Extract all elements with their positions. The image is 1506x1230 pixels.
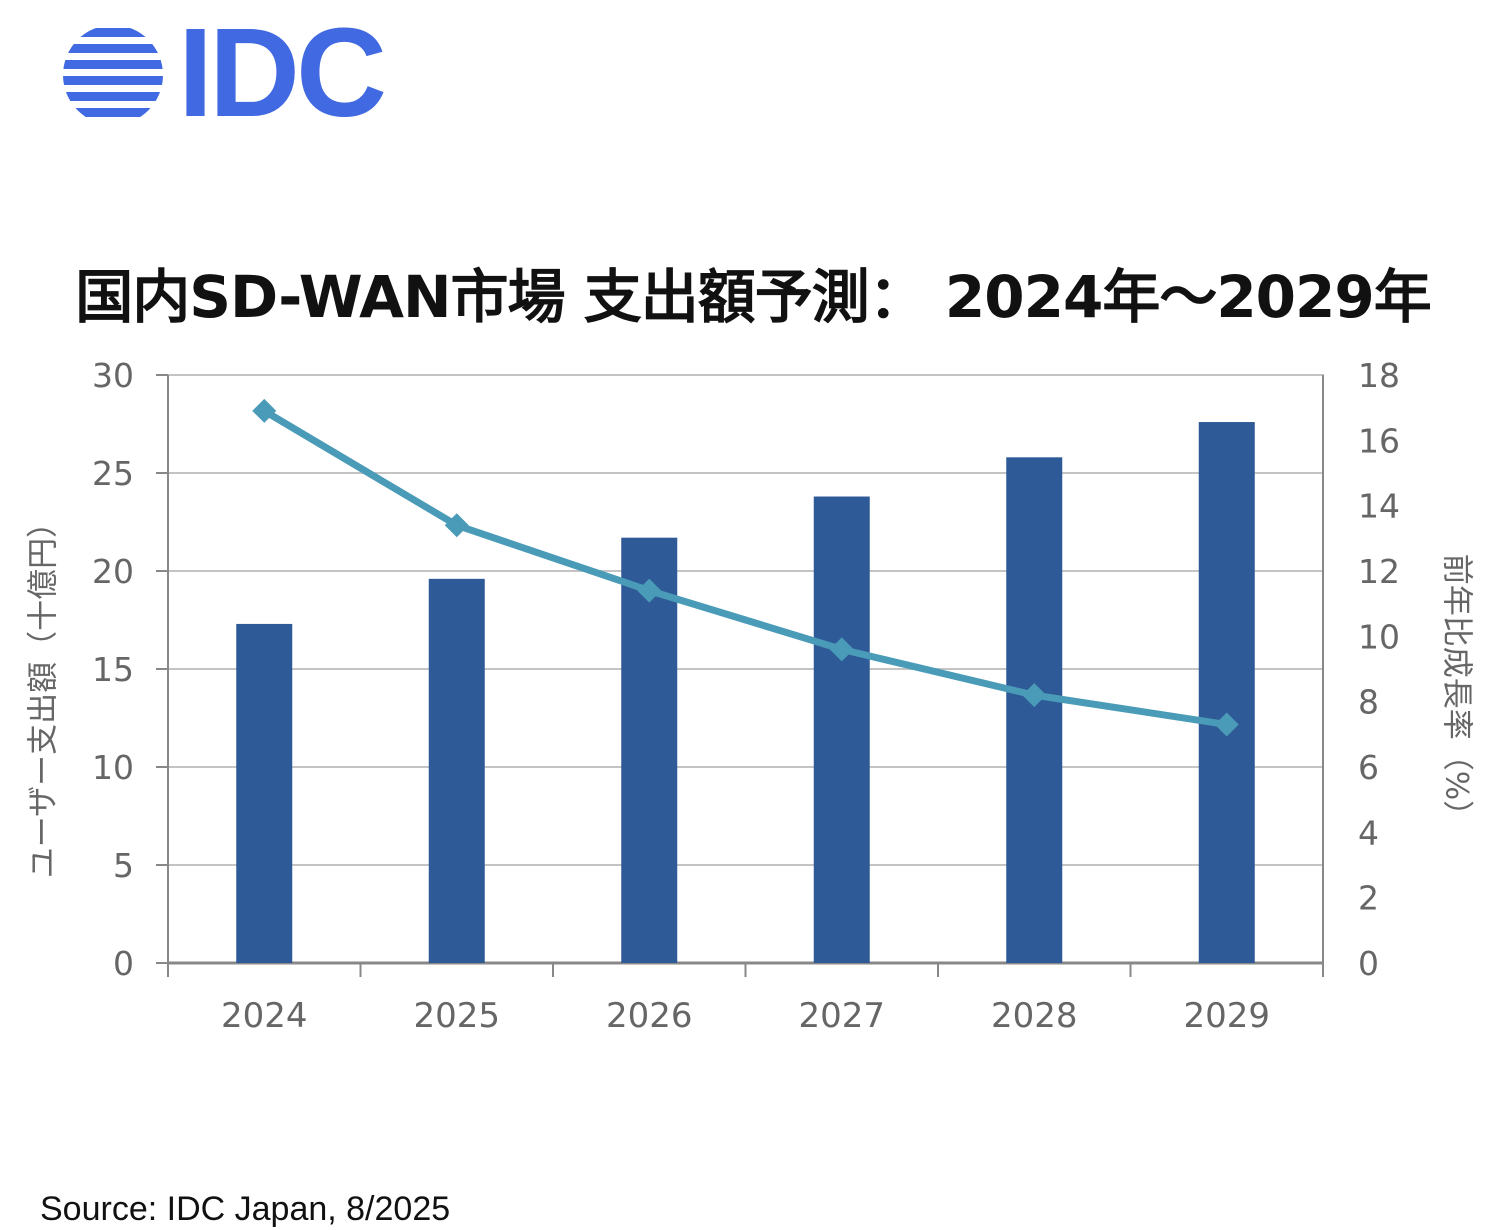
y-right-tick-label: 6 [1358, 748, 1379, 787]
x-tick-label: 2024 [221, 996, 308, 1036]
y-axis-left-label: ユーザー支出額（十億円） [25, 506, 62, 879]
line-marker [637, 578, 662, 603]
y-right-tick-label: 10 [1358, 617, 1400, 656]
bar [621, 537, 678, 963]
line-marker [1022, 683, 1047, 708]
bar [428, 578, 485, 963]
y-right-tick-label: 14 [1358, 487, 1400, 526]
source-note: Source: IDC Japan, 8/2025 [40, 1190, 451, 1228]
y-left-tick-label: 0 [113, 944, 134, 983]
line-marker [1214, 712, 1239, 737]
y-left-tick-label: 20 [92, 552, 134, 591]
chart-area: 0 5 10 15 20 25 30 0 2 4 6 8 10 12 14 16 18 2024 2025 2026 2… [0, 340, 1506, 1060]
x-tick-label: 2026 [606, 996, 693, 1036]
line-marker [444, 513, 469, 538]
x-tick-label: 2029 [1183, 996, 1270, 1036]
y-left-tick-label: 30 [92, 356, 134, 395]
x-tick-label: 2027 [798, 996, 885, 1036]
y-right-tick-label: 4 [1358, 813, 1379, 852]
y-right-tick-label: 16 [1358, 421, 1400, 460]
y-right-tick-label: 2 [1358, 879, 1379, 918]
bar [1006, 457, 1063, 963]
y-axis-right-label: 前年比成長率（%） [1438, 553, 1475, 832]
bar [813, 496, 870, 963]
y-left-tick-label: 25 [92, 454, 134, 493]
bar [236, 623, 293, 963]
line-marker [829, 637, 854, 662]
y-right-tick-label: 0 [1358, 944, 1379, 983]
y-left-tick-label: 10 [92, 748, 134, 787]
x-tick-label: 2025 [413, 996, 500, 1036]
growth-line [260, 407, 1231, 729]
globe-logo-icon [63, 28, 163, 117]
x-tick-label: 2028 [991, 996, 1078, 1036]
line-marker [252, 398, 277, 423]
y-right-tick-label: 18 [1358, 356, 1400, 395]
y-left-tick-label: 5 [113, 846, 134, 885]
y-right-tick-label: 12 [1358, 552, 1400, 591]
y-right-tick-label: 8 [1358, 683, 1379, 722]
y-left-tick-label: 15 [92, 650, 134, 689]
logo-text: IDC [178, 2, 387, 143]
bar [1198, 422, 1255, 963]
chart-title: 国内SD-WAN市場 支出額予測： 2024年～2029年 [75, 263, 1432, 331]
idc-logo: IDC [60, 2, 400, 143]
